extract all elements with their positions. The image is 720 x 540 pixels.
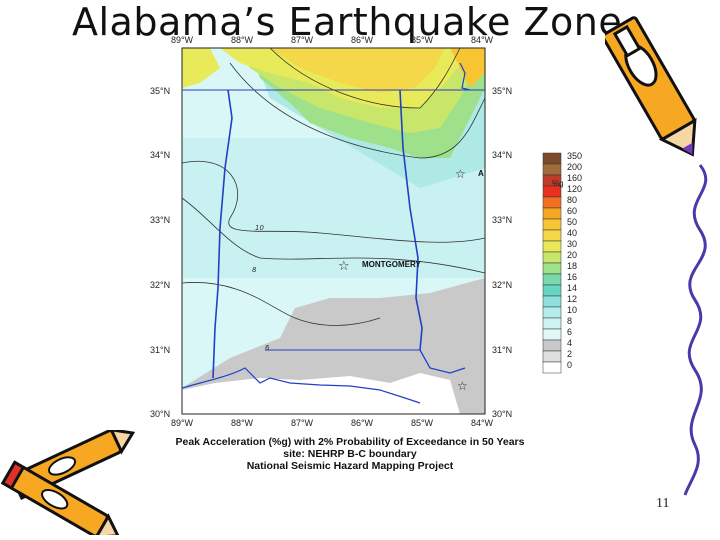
legend-swatch: [542, 152, 562, 165]
lon-label-top: 89°W: [171, 35, 194, 45]
legend-label: 4: [567, 338, 572, 348]
svg-text:☆: ☆: [338, 259, 350, 274]
hazard-map: ☆ ☆ ☆ 10 8 6 MONTGOMERY A 89°W 88°W 87°W…: [150, 35, 582, 428]
map-body: ☆ ☆ ☆: [181, 47, 486, 415]
legend-swatch: [542, 361, 562, 374]
legend-label: 10: [567, 305, 577, 315]
legend-swatch: [542, 229, 562, 242]
lon-label-top: 88°W: [231, 35, 254, 45]
map-caption: Peak Acceleration (%g) with 2% Probabili…: [150, 436, 550, 472]
legend-label: 160: [567, 173, 582, 183]
contour-label: 6: [265, 344, 270, 352]
contour-label: 10: [255, 224, 264, 232]
svg-text:☆: ☆: [457, 379, 468, 393]
lon-label-top: 87°W: [291, 35, 314, 45]
city-label-montgomery: MONTGOMERY: [362, 260, 421, 269]
pencils-icon: [0, 430, 136, 535]
lon-label-bottom: 86°W: [351, 418, 374, 428]
contour-label: 8: [252, 266, 257, 274]
lon-label-top: 84°W: [471, 35, 494, 45]
legend-swatch: [542, 251, 562, 264]
caption-line: Peak Acceleration (%g) with 2% Probabili…: [175, 436, 525, 448]
lat-label-left: 30°N: [150, 409, 170, 419]
legend-swatch: [542, 240, 562, 253]
lat-label-right: 35°N: [492, 86, 512, 96]
legend-label: 30: [567, 239, 577, 249]
lat-label-left: 35°N: [150, 86, 170, 96]
legend-swatch: [542, 306, 562, 319]
legend-label: 60: [567, 206, 577, 216]
page-number: 11: [656, 496, 670, 511]
legend-swatch: [542, 328, 562, 341]
legend-swatch: [542, 273, 562, 286]
curly-line: [683, 164, 708, 496]
lat-label-right: 33°N: [492, 215, 512, 225]
legend-swatch: [542, 350, 562, 363]
legend-label: 16: [567, 272, 577, 282]
legend-swatch: [542, 218, 562, 231]
legend-label: 20: [567, 250, 577, 260]
legend-label: 0: [567, 360, 572, 370]
pencil-icon: [605, 16, 697, 157]
lon-label-top: 86°W: [351, 35, 374, 45]
legend-swatch: [542, 262, 562, 275]
lat-label-left: 31°N: [150, 345, 170, 355]
legend-swatch: [542, 284, 562, 297]
legend-swatch: [542, 295, 562, 308]
lat-label-left: 32°N: [150, 280, 170, 290]
legend-swatch: [542, 163, 562, 176]
legend-label: 2: [567, 349, 572, 359]
lat-label-right: 34°N: [492, 150, 512, 160]
legend-label: 40: [567, 228, 577, 238]
city-label: A: [478, 169, 484, 178]
lat-label-right: 31°N: [492, 345, 512, 355]
legend-label: 14: [567, 283, 577, 293]
caption-line: site: NEHRP B-C boundary: [283, 448, 417, 460]
lat-label-left: 34°N: [150, 150, 170, 160]
lon-label-bottom: 87°W: [291, 418, 314, 428]
caption-line: National Seismic Hazard Mapping Project: [246, 460, 454, 472]
lon-label-bottom: 84°W: [471, 418, 494, 428]
legend-label: 80: [567, 195, 577, 205]
svg-text:☆: ☆: [455, 167, 466, 181]
legend-label: 6: [567, 327, 572, 337]
legend-label: 12: [567, 294, 577, 304]
lat-label-right: 30°N: [492, 409, 512, 419]
lat-label-right: 32°N: [492, 280, 512, 290]
slide-title: Alabama’s Earthquake Zone: [72, 0, 623, 44]
lat-label-left: 33°N: [150, 215, 170, 225]
legend-label: 18: [567, 261, 577, 271]
lon-label-bottom: 85°W: [411, 418, 434, 428]
legend-label: 120: [567, 184, 582, 194]
legend-swatch: [542, 207, 562, 220]
legend-swatch: [542, 317, 562, 330]
legend-swatch: [542, 339, 562, 352]
legend-label: 350: [567, 151, 582, 161]
legend-label: 200: [567, 162, 582, 172]
lon-label-bottom: 89°W: [171, 418, 194, 428]
legend-swatch: [542, 196, 562, 209]
lon-label-bottom: 88°W: [231, 418, 254, 428]
legend-unit: %g: [552, 179, 564, 188]
legend-label: 50: [567, 217, 577, 227]
legend-label: 8: [567, 316, 572, 326]
lon-label-top: 85°W: [411, 35, 434, 45]
